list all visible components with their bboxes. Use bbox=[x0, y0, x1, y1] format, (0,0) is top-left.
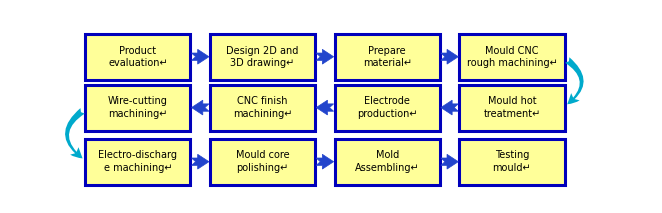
Text: Mould hot
treatment↵: Mould hot treatment↵ bbox=[483, 96, 541, 119]
FancyBboxPatch shape bbox=[335, 34, 440, 80]
Text: Electro-discharg
e machining↵: Electro-discharg e machining↵ bbox=[99, 151, 177, 173]
FancyBboxPatch shape bbox=[85, 34, 191, 80]
Polygon shape bbox=[441, 49, 458, 64]
Text: Mold
Assembling↵: Mold Assembling↵ bbox=[355, 151, 420, 173]
Text: Electrode
production↵: Electrode production↵ bbox=[357, 96, 418, 119]
Polygon shape bbox=[441, 100, 458, 115]
Polygon shape bbox=[191, 100, 209, 115]
Polygon shape bbox=[441, 154, 458, 169]
Polygon shape bbox=[316, 100, 334, 115]
Polygon shape bbox=[316, 49, 334, 64]
FancyBboxPatch shape bbox=[335, 139, 440, 185]
FancyBboxPatch shape bbox=[210, 85, 315, 131]
Text: Testing
mould↵: Testing mould↵ bbox=[493, 151, 531, 173]
Polygon shape bbox=[191, 49, 209, 64]
FancyBboxPatch shape bbox=[459, 85, 565, 131]
Text: CNC finish
machining↵: CNC finish machining↵ bbox=[233, 96, 292, 119]
FancyBboxPatch shape bbox=[85, 85, 191, 131]
FancyBboxPatch shape bbox=[459, 139, 565, 185]
FancyBboxPatch shape bbox=[85, 139, 191, 185]
Text: Design 2D and
3D drawing↵: Design 2D and 3D drawing↵ bbox=[226, 46, 299, 68]
Text: Prepare
material↵: Prepare material↵ bbox=[363, 46, 412, 68]
Polygon shape bbox=[316, 154, 334, 169]
FancyBboxPatch shape bbox=[459, 34, 565, 80]
Polygon shape bbox=[191, 154, 209, 169]
Text: Mould core
polishing↵: Mould core polishing↵ bbox=[236, 151, 289, 173]
Text: Mould CNC
rough machining↵: Mould CNC rough machining↵ bbox=[467, 46, 557, 68]
Text: Wire-cutting
machining↵: Wire-cutting machining↵ bbox=[108, 96, 168, 119]
FancyBboxPatch shape bbox=[210, 139, 315, 185]
FancyBboxPatch shape bbox=[210, 34, 315, 80]
Text: Product
evaluation↵: Product evaluation↵ bbox=[108, 46, 167, 68]
FancyBboxPatch shape bbox=[335, 85, 440, 131]
